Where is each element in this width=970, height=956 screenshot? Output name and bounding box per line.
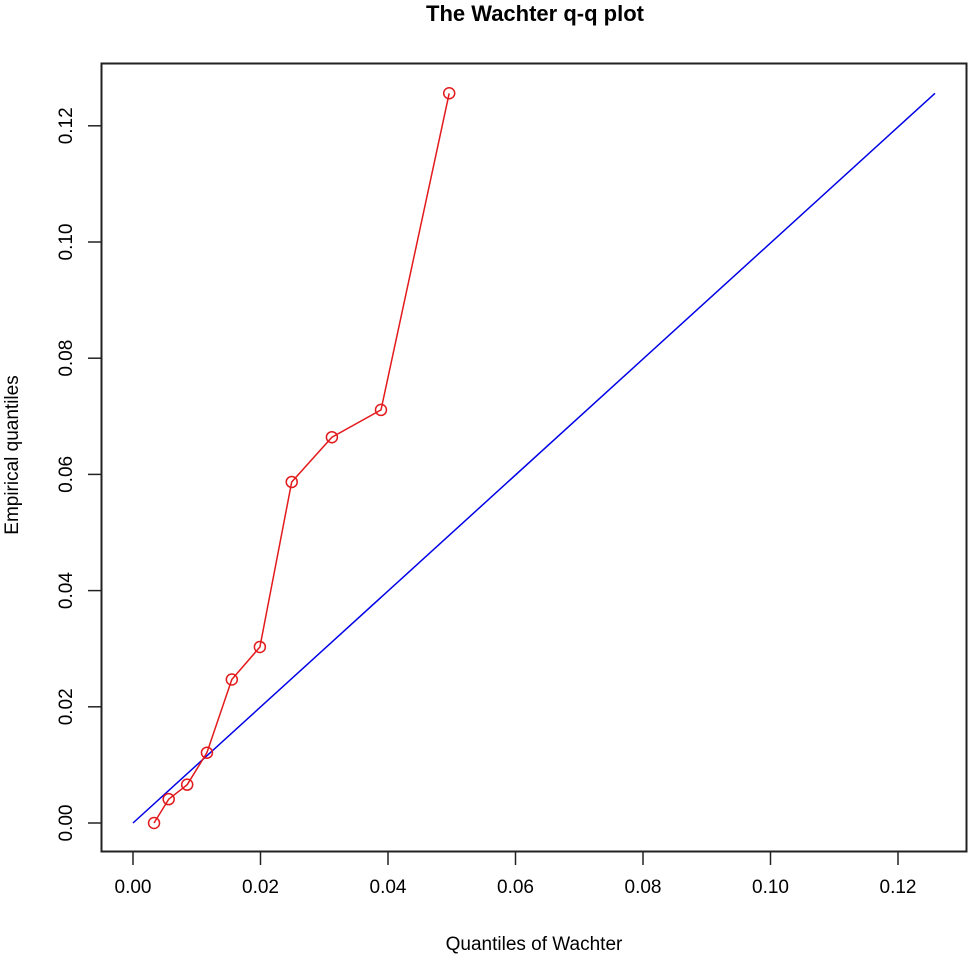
quantile-connecting-line (153, 93, 450, 824)
data-point-marker (442, 87, 456, 100)
y-tick-label: 0.12 (56, 107, 77, 144)
x-tick-label: 0.10 (752, 877, 789, 898)
y-tick-label: 0.00 (56, 805, 77, 842)
x-tick-label: 0.04 (370, 877, 407, 898)
x-axis: 0.00 0.02 0.04 0.06 0.08 0.10 0.12 (115, 852, 917, 898)
x-tick-label: 0.02 (242, 877, 279, 898)
x-axis-label: Quantiles of Wachter (446, 934, 623, 955)
x-tick-label: 0.08 (625, 877, 662, 898)
y-tick-label: 0.10 (56, 224, 77, 261)
data-point-marker (147, 816, 161, 830)
data-point-marker (225, 673, 239, 686)
y-axis-label: Empirical quantiles (2, 375, 23, 534)
data-point-marker (374, 403, 388, 417)
data-point-marker (200, 746, 214, 759)
y-tick-label: 0.02 (56, 688, 77, 725)
data-point-marker (162, 792, 175, 806)
plot-area-border (100, 62, 968, 853)
x-tick-label: 0.06 (497, 877, 534, 898)
y-axis: 0.00 0.02 0.04 0.06 0.08 0.10 0.12 (56, 107, 101, 841)
series-layer (132, 87, 936, 830)
data-point-marker (285, 475, 298, 489)
y-tick-label: 0.04 (56, 572, 77, 609)
y-tick-label: 0.06 (56, 456, 77, 493)
reference-line (132, 92, 936, 824)
data-point-marker (180, 778, 194, 791)
x-tick-label: 0.12 (880, 877, 917, 898)
x-tick-label: 0.00 (115, 877, 152, 898)
chart-title: The Wachter q-q plot (426, 1, 645, 26)
y-tick-label: 0.08 (56, 340, 77, 377)
data-point-marker (325, 430, 339, 444)
data-point-marker (253, 640, 267, 654)
